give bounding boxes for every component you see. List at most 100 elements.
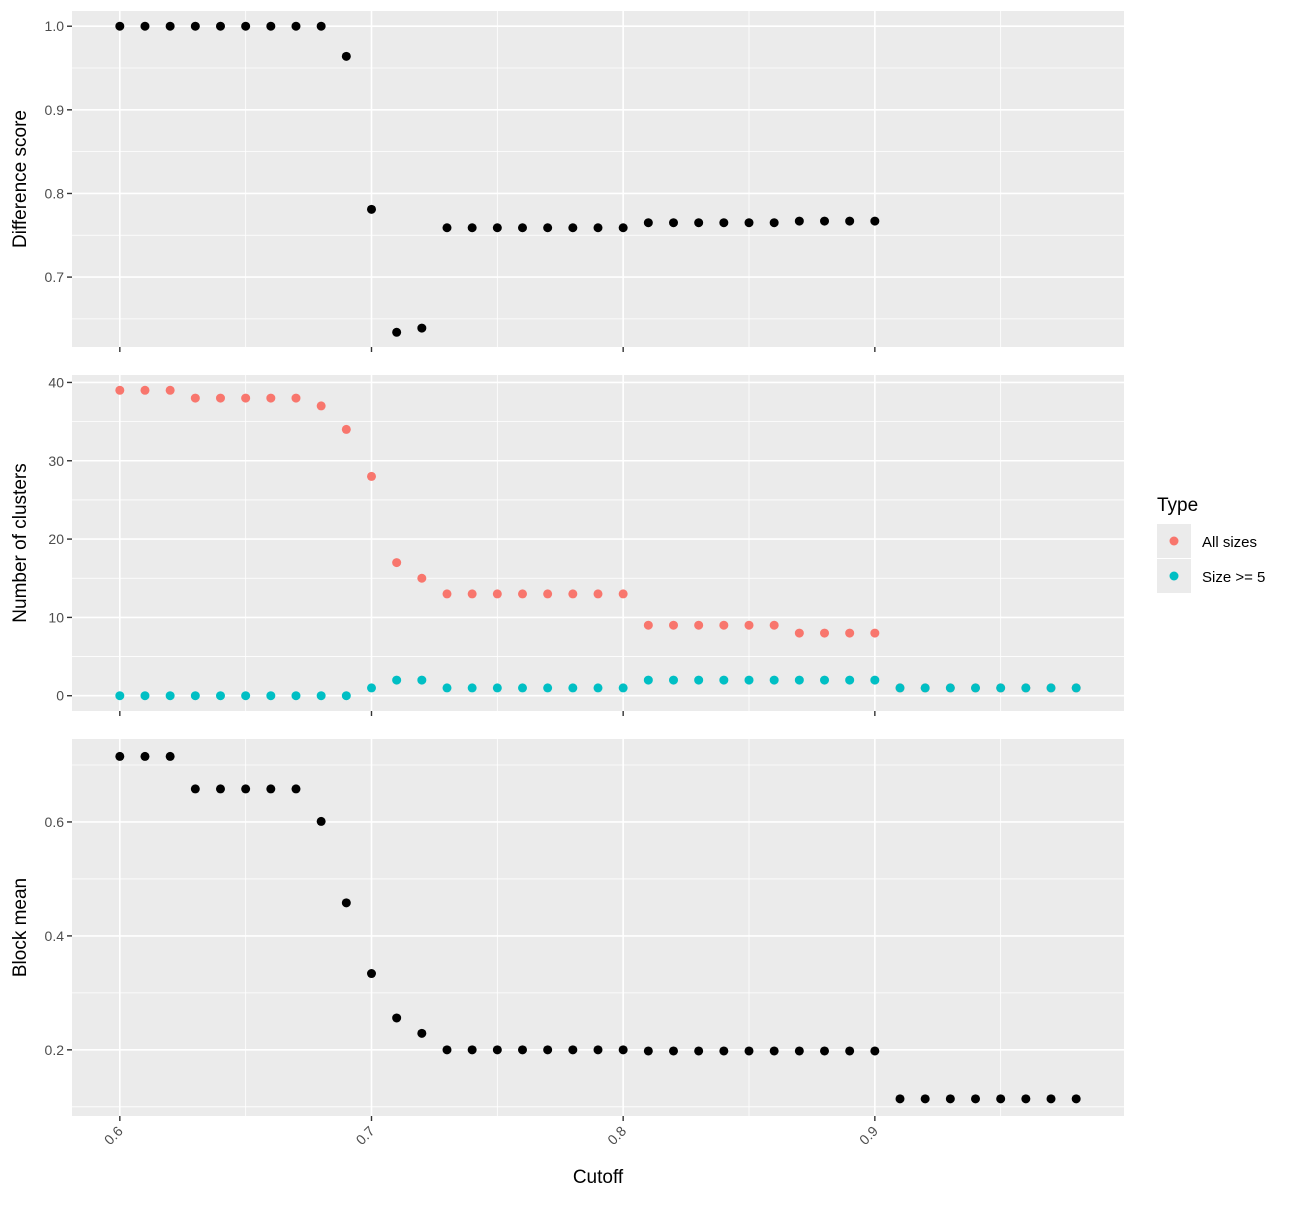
data-point: [467, 589, 477, 599]
x-tick-label: 0.8: [604, 1123, 629, 1148]
data-point: [190, 784, 200, 794]
data-point: [417, 675, 427, 685]
data-point: [215, 784, 225, 794]
panel-background: [72, 375, 1124, 711]
data-point: [744, 1046, 754, 1056]
y-tick-label: 0: [56, 688, 64, 704]
data-point: [492, 223, 502, 233]
legend-label: All sizes: [1202, 534, 1257, 551]
data-point: [517, 1045, 527, 1055]
y-axis-title: Difference score: [10, 110, 31, 248]
data-point: [543, 683, 553, 693]
data-point: [870, 216, 880, 226]
data-point: [492, 589, 502, 599]
panel-3: 0.2 0.4 0.6 Block mean: [10, 739, 1124, 1121]
data-point: [190, 691, 200, 701]
data-point: [392, 327, 402, 337]
data-point: [794, 675, 804, 685]
data-point: [165, 385, 175, 395]
data-point: [442, 589, 452, 599]
data-point: [341, 691, 351, 701]
data-point: [241, 393, 251, 403]
data-point: [618, 223, 628, 233]
data-point: [316, 401, 326, 411]
y-tick-label: 0.8: [45, 185, 65, 201]
data-point: [920, 683, 930, 693]
data-point: [694, 620, 704, 630]
data-point: [341, 898, 351, 908]
series-points: [115, 21, 880, 337]
data-point: [945, 683, 955, 693]
data-point: [1021, 683, 1031, 693]
data-point: [971, 683, 981, 693]
x-tick-label: 0.9: [856, 1123, 881, 1148]
data-point: [568, 1045, 578, 1055]
legend-key-point: [1169, 571, 1179, 581]
data-point: [442, 683, 452, 693]
data-point: [996, 1094, 1006, 1104]
data-point: [215, 21, 225, 31]
data-point: [417, 1028, 427, 1038]
data-point: [1071, 683, 1081, 693]
x-tick-label: 0.7: [353, 1123, 378, 1148]
data-point: [845, 1046, 855, 1056]
series-size-5: [115, 675, 1081, 701]
data-point: [291, 691, 301, 701]
data-point: [845, 628, 855, 638]
data-point: [392, 675, 402, 685]
panel-1: 0.7 0.8 0.9 1.0 Difference score: [10, 11, 1124, 352]
y-tick-label: 0.2: [45, 1042, 65, 1058]
data-point: [316, 21, 326, 31]
data-point: [845, 216, 855, 226]
data-point: [794, 1046, 804, 1056]
data-point: [870, 628, 880, 638]
data-point: [241, 21, 251, 31]
y-tick-label: 10: [48, 609, 64, 625]
data-point: [291, 393, 301, 403]
data-point: [895, 1094, 905, 1104]
data-point: [417, 573, 427, 583]
data-point: [593, 1045, 603, 1055]
data-point: [719, 1046, 729, 1056]
data-point: [266, 691, 276, 701]
data-point: [1046, 1094, 1056, 1104]
data-point: [568, 683, 578, 693]
data-point: [895, 683, 905, 693]
data-point: [593, 589, 603, 599]
data-point: [140, 385, 150, 395]
data-point: [467, 223, 477, 233]
data-point: [769, 218, 779, 228]
data-point: [517, 589, 527, 599]
data-point: [165, 751, 175, 761]
data-point: [971, 1094, 981, 1104]
data-point: [769, 1046, 779, 1056]
y-axis-title: Number of clusters: [10, 463, 31, 622]
y-tick-label: 30: [48, 453, 64, 469]
y-tick-label: 0.9: [45, 102, 65, 118]
y-axis-title: Block mean: [10, 878, 31, 977]
data-point: [341, 51, 351, 61]
data-point: [140, 751, 150, 761]
data-point: [543, 223, 553, 233]
data-point: [694, 1046, 704, 1056]
panel-background: [72, 11, 1124, 347]
data-point: [442, 1045, 452, 1055]
panel-2: 0 10 20 30 40 Number of clusters: [10, 374, 1124, 716]
data-point: [669, 218, 679, 228]
data-point: [870, 675, 880, 685]
data-point: [568, 589, 578, 599]
data-point: [165, 691, 175, 701]
legend: Type All sizes Size >= 5: [1157, 495, 1265, 593]
data-point: [1021, 1094, 1031, 1104]
data-point: [920, 1094, 930, 1104]
data-point: [643, 1046, 653, 1056]
data-point: [694, 675, 704, 685]
data-point: [744, 218, 754, 228]
data-point: [769, 675, 779, 685]
data-point: [618, 1045, 628, 1055]
data-point: [366, 204, 376, 214]
data-point: [870, 1046, 880, 1056]
y-tick-label: 0.6: [45, 814, 65, 830]
data-point: [165, 21, 175, 31]
data-point: [392, 1013, 402, 1023]
